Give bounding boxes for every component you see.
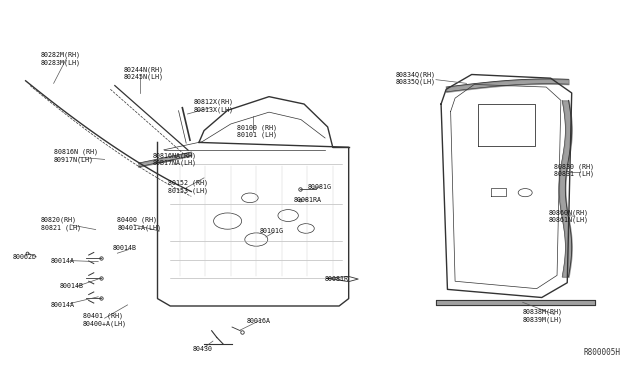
Text: 80014B: 80014B (60, 283, 84, 289)
Text: 80830 (RH)
80831 (LH): 80830 (RH) 80831 (LH) (554, 163, 595, 177)
Text: 80401 (RH)
80400+A(LH): 80401 (RH) 80400+A(LH) (83, 312, 127, 327)
Text: 80101G: 80101G (259, 228, 284, 234)
Text: 80081RA: 80081RA (293, 197, 321, 203)
Text: 80816NA(RH)
80B17NA(LH): 80816NA(RH) 80B17NA(LH) (153, 153, 197, 166)
Text: 80062D: 80062D (13, 254, 37, 260)
Text: 80834Q(RH)
80835Q(LH): 80834Q(RH) 80835Q(LH) (395, 71, 435, 85)
Text: 80014A: 80014A (51, 302, 75, 308)
Text: 80014B: 80014B (113, 245, 137, 251)
Text: 80812X(RH)
80813X(LH): 80812X(RH) 80813X(LH) (194, 99, 234, 112)
Text: 80820(RH)
80821 (LH): 80820(RH) 80821 (LH) (41, 217, 81, 231)
Text: 80081G: 80081G (307, 184, 332, 190)
Text: 80016A: 80016A (246, 318, 271, 324)
Text: 80816N (RH)
80917N(LH): 80816N (RH) 80917N(LH) (54, 149, 98, 163)
Text: 80081R: 80081R (325, 276, 349, 282)
Text: 80100 (RH)
80101 (LH): 80100 (RH) 80101 (LH) (237, 124, 277, 138)
Text: 80244N(RH)
80245N(LH): 80244N(RH) 80245N(LH) (124, 66, 164, 80)
Text: 80430: 80430 (193, 346, 212, 352)
Text: 80860N(RH)
80861N(LH): 80860N(RH) 80861N(LH) (548, 209, 588, 223)
Text: R800005H: R800005H (584, 347, 621, 357)
Text: 80838M(RH)
80839M(LH): 80838M(RH) 80839M(LH) (523, 309, 563, 323)
Text: 80282M(RH)
80283M(LH): 80282M(RH) 80283M(LH) (41, 52, 81, 65)
Text: 80152 (RH)
80153 (LH): 80152 (RH) 80153 (LH) (168, 180, 209, 194)
Text: 80400 (RH)
80401+A(LH): 80400 (RH) 80401+A(LH) (117, 217, 161, 231)
Text: 80014A: 80014A (51, 257, 75, 264)
